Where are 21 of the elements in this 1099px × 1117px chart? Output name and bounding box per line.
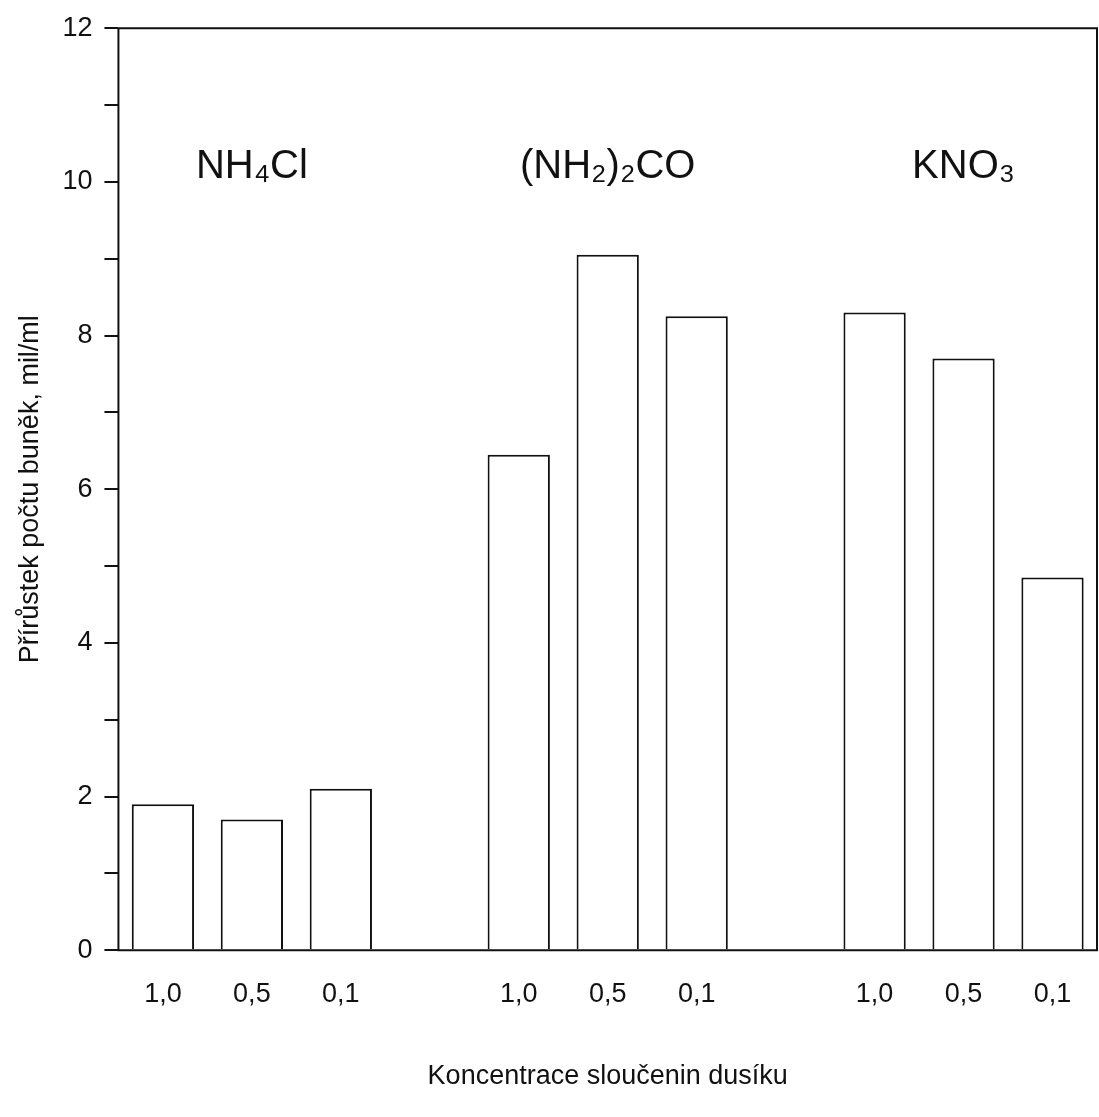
y-tick-label: 2 xyxy=(77,779,93,810)
y-tick-label: 6 xyxy=(77,472,93,503)
annotation: NH₄Cl xyxy=(195,142,308,187)
x-tick-label: 0,1 xyxy=(322,977,360,1008)
x-tick-label: 1,0 xyxy=(855,977,894,1008)
x-tick-label: 0,1 xyxy=(1033,977,1072,1008)
y-tick-label: 4 xyxy=(77,626,93,657)
x-axis-title: Koncentrace sloučenin dusíku xyxy=(427,1060,788,1091)
x-tick-label: 0,5 xyxy=(944,977,983,1008)
x-tick-label: 0,1 xyxy=(677,977,716,1008)
x-tick-label: 0,5 xyxy=(588,977,627,1008)
annotation: KNO₃ xyxy=(912,142,1016,187)
x-tick-label: 1,0 xyxy=(144,977,182,1008)
y-tick-label: 12 xyxy=(62,11,93,42)
y-tick-label: 8 xyxy=(77,318,93,349)
x-tick-label: 1,0 xyxy=(499,977,538,1008)
y-tick-label: 0 xyxy=(77,933,93,964)
annotation: (NH₂)₂CO xyxy=(519,142,696,187)
x-tick-label: 0,5 xyxy=(233,977,271,1008)
y-axis-title: Přírůstek počtu buněk, mil/ml xyxy=(13,315,44,664)
y-tick-label: 10 xyxy=(62,165,93,196)
